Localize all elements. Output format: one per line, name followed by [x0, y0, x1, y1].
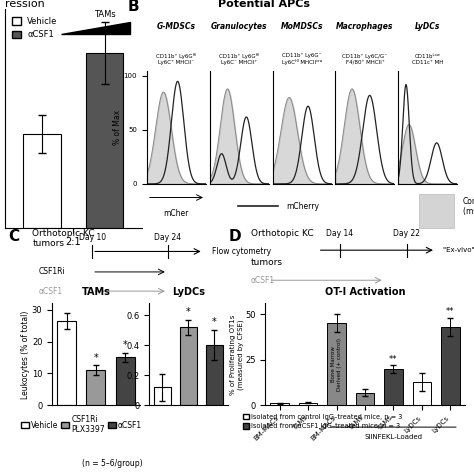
Bar: [356, 392, 374, 405]
Bar: [57, 321, 76, 405]
Text: Day 14: Day 14: [327, 229, 354, 238]
Bar: [86, 370, 106, 405]
Text: G-MDSCs: G-MDSCs: [157, 22, 196, 31]
Text: tumors: tumors: [251, 258, 283, 267]
Text: TAMs: TAMs: [94, 10, 116, 19]
FancyBboxPatch shape: [419, 194, 454, 228]
Text: LyDCs: LyDCs: [415, 22, 440, 31]
Legend: Isolated from control IgG–treated mice, n = 3, Isolated from αCSF1 IgG–treated m: Isolated from control IgG–treated mice, …: [240, 411, 405, 432]
Text: B: B: [128, 0, 139, 14]
Text: mCher: mCher: [164, 209, 189, 218]
Title: OT-I Activation: OT-I Activation: [325, 287, 405, 297]
Text: mCherry: mCherry: [287, 202, 319, 211]
Title: LyDCs: LyDCs: [172, 287, 205, 297]
Bar: [180, 328, 197, 405]
Bar: [299, 402, 317, 405]
Text: *: *: [123, 340, 128, 350]
Text: CD11b⁺ Ly6C/G⁻
F4/80⁺ MHCII⁺: CD11b⁺ Ly6C/G⁻ F4/80⁺ MHCII⁺: [342, 54, 388, 65]
Text: Flow cytometry: Flow cytometry: [211, 247, 271, 256]
Text: αCSF1: αCSF1: [251, 276, 275, 285]
Bar: [384, 369, 402, 405]
Text: Orthotopic KC: Orthotopic KC: [251, 229, 314, 238]
Text: αCSF1: αCSF1: [38, 287, 63, 296]
Bar: [154, 387, 171, 405]
Text: Day 10: Day 10: [79, 233, 106, 242]
Text: Potential APCs: Potential APCs: [218, 0, 310, 9]
Legend: Vehicle, CSF1Ri
PLX3397, αCSF1: Vehicle, CSF1Ri PLX3397, αCSF1: [18, 411, 145, 437]
Text: **: **: [446, 308, 455, 317]
Bar: [86, 53, 123, 228]
Text: (n = 5–6/group): (n = 5–6/group): [82, 459, 143, 468]
Text: Orthotopic KC
tumors: Orthotopic KC tumors: [32, 229, 95, 248]
Legend: Vehicle, αCSF1: Vehicle, αCSF1: [9, 14, 61, 43]
Text: CSF1Ri: CSF1Ri: [38, 267, 65, 276]
Text: Control
(mCherry- Tumor): Control (mCherry- Tumor): [463, 197, 474, 216]
Title: TAMs: TAMs: [82, 287, 110, 297]
Text: Day 22: Day 22: [393, 229, 420, 238]
Text: C: C: [9, 229, 19, 244]
Text: CD11b⁺ Ly6G⁻
Ly6Cᴴᴵ MHCIIⁱᵒʷ: CD11b⁺ Ly6G⁻ Ly6Cᴴᴵ MHCIIⁱᵒʷ: [282, 53, 322, 65]
Text: ression: ression: [5, 0, 45, 9]
Y-axis label: % of Proliferating OT1s
(measured by CFSE): % of Proliferating OT1s (measured by CFS…: [230, 314, 244, 394]
Text: Macrophages: Macrophages: [336, 22, 394, 31]
Text: D: D: [228, 229, 241, 244]
Text: *: *: [212, 317, 217, 328]
Text: Granulocytes: Granulocytes: [211, 22, 267, 31]
Y-axis label: D8 ratio: D8 ratio: [0, 99, 3, 138]
Text: SIINFEKL-Loaded: SIINFEKL-Loaded: [365, 434, 422, 440]
Text: MoMDSCs: MoMDSCs: [281, 22, 323, 31]
Y-axis label: % of Max: % of Max: [113, 109, 122, 145]
Bar: [116, 357, 135, 405]
Polygon shape: [61, 22, 130, 35]
Text: Day 24: Day 24: [154, 233, 182, 242]
Text: "Ex-vivo" analysis: "Ex-vivo" analysis: [443, 247, 474, 253]
Y-axis label: Leukocytes (% of total): Leukocytes (% of total): [21, 310, 30, 399]
Bar: [441, 327, 459, 405]
Bar: [412, 382, 431, 405]
Text: CD11b⁺ Ly6Gᴴᴵ
Ly6C⁻ MHCII⁺: CD11b⁺ Ly6Gᴴᴵ Ly6C⁻ MHCII⁺: [219, 53, 259, 65]
Text: *: *: [93, 353, 99, 363]
Bar: [270, 403, 289, 405]
Text: CD11bᴸᵒʷ
CD11c⁺ MH: CD11bᴸᵒʷ CD11c⁺ MH: [412, 54, 444, 65]
Bar: [327, 323, 346, 405]
Bar: [206, 346, 223, 405]
Text: CD11b⁺ Ly6Gᴴᴵ
Ly6C⁺ MHCII⁻: CD11b⁺ Ly6Gᴴᴵ Ly6C⁺ MHCII⁻: [156, 53, 197, 65]
Text: *: *: [186, 307, 191, 317]
Text: **: **: [389, 355, 398, 364]
Text: Bone Marrow
Derived (+ control): Bone Marrow Derived (+ control): [331, 338, 342, 391]
Bar: [24, 134, 61, 228]
